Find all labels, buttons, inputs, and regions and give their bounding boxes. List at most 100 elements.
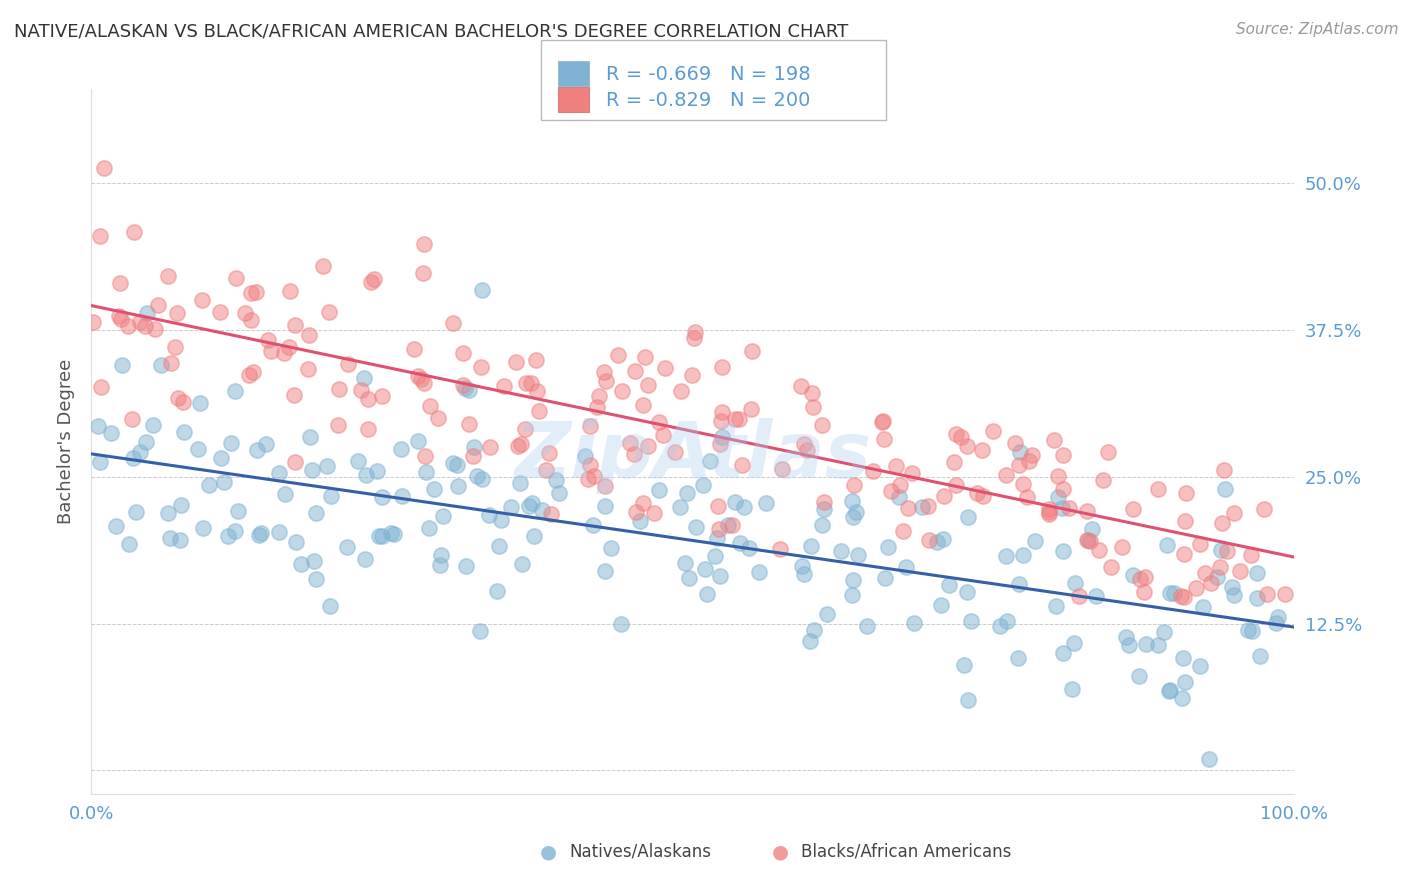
Point (931, 532, 953, 546)
Point (173, 425, 195, 439)
Point (772, 462, 794, 476)
Point (274, 487, 297, 501)
Point (505, 355, 527, 369)
Point (491, 513, 513, 527)
Point (357, 392, 380, 406)
Point (363, 271, 385, 285)
Point (249, 525, 271, 540)
Point (1156, 538, 1178, 552)
Point (957, 692, 980, 706)
Point (246, 442, 269, 457)
Point (235, 306, 257, 320)
Point (446, 458, 468, 472)
Point (1118, 638, 1140, 652)
Point (1122, 502, 1144, 516)
Point (110, 312, 132, 326)
Point (956, 509, 979, 524)
Point (643, 506, 665, 520)
Point (298, 430, 321, 444)
Point (894, 559, 917, 574)
Point (446, 478, 468, 492)
Point (100, 425, 122, 440)
Point (723, 412, 745, 426)
Point (595, 374, 617, 388)
Point (685, 519, 707, 533)
Point (1052, 646, 1074, 660)
Point (172, 395, 194, 409)
Point (356, 468, 378, 483)
Point (108, 309, 131, 323)
Point (599, 541, 621, 555)
Point (796, 442, 818, 457)
Point (1038, 505, 1060, 519)
Point (1038, 502, 1060, 516)
Point (90, 380, 112, 394)
Point (652, 428, 675, 442)
Point (391, 442, 413, 456)
Point (1128, 669, 1150, 683)
Point (526, 384, 548, 398)
Point (1052, 544, 1074, 558)
Point (1173, 675, 1195, 690)
Point (1194, 566, 1216, 580)
Point (198, 477, 221, 491)
Point (628, 514, 651, 528)
Point (478, 508, 501, 522)
Point (463, 440, 485, 454)
Point (536, 462, 558, 476)
Point (451, 346, 474, 360)
Text: Blacks/African Americans: Blacks/African Americans (801, 843, 1012, 861)
Point (247, 528, 270, 542)
Point (1184, 582, 1206, 596)
Point (695, 561, 717, 575)
Point (465, 468, 488, 483)
Point (108, 276, 131, 290)
Point (810, 517, 832, 532)
Point (225, 271, 247, 285)
Point (1122, 567, 1144, 582)
Point (813, 501, 835, 516)
Point (624, 505, 647, 519)
Point (517, 499, 540, 513)
Point (1076, 504, 1098, 518)
Text: R = -0.669   N = 198: R = -0.669 N = 198 (606, 64, 811, 84)
Point (884, 458, 907, 473)
Point (121, 450, 143, 465)
Point (709, 522, 731, 536)
Point (903, 616, 925, 631)
Point (972, 489, 994, 503)
Point (942, 455, 965, 469)
Point (588, 389, 610, 403)
Point (412, 237, 434, 252)
Point (336, 357, 359, 371)
Point (142, 418, 165, 433)
Point (1008, 458, 1031, 473)
Point (1008, 444, 1031, 458)
Point (239, 285, 262, 300)
Point (257, 333, 280, 347)
Point (790, 559, 813, 574)
Point (242, 365, 264, 379)
Point (873, 432, 896, 446)
Point (273, 345, 295, 359)
Point (382, 527, 405, 541)
Point (995, 614, 1018, 628)
Point (623, 447, 645, 461)
Point (170, 499, 193, 513)
Point (509, 436, 531, 450)
Point (470, 359, 492, 374)
Point (430, 549, 453, 563)
Point (799, 633, 821, 648)
Point (451, 378, 474, 392)
Point (728, 536, 751, 550)
Point (901, 466, 924, 480)
Text: ZipAtlas: ZipAtlas (515, 417, 870, 493)
Point (862, 464, 884, 478)
Point (925, 535, 948, 549)
Point (1192, 600, 1215, 615)
Point (1253, 502, 1275, 516)
Point (471, 472, 494, 486)
Point (454, 381, 477, 395)
Point (412, 266, 434, 280)
Point (118, 537, 141, 551)
